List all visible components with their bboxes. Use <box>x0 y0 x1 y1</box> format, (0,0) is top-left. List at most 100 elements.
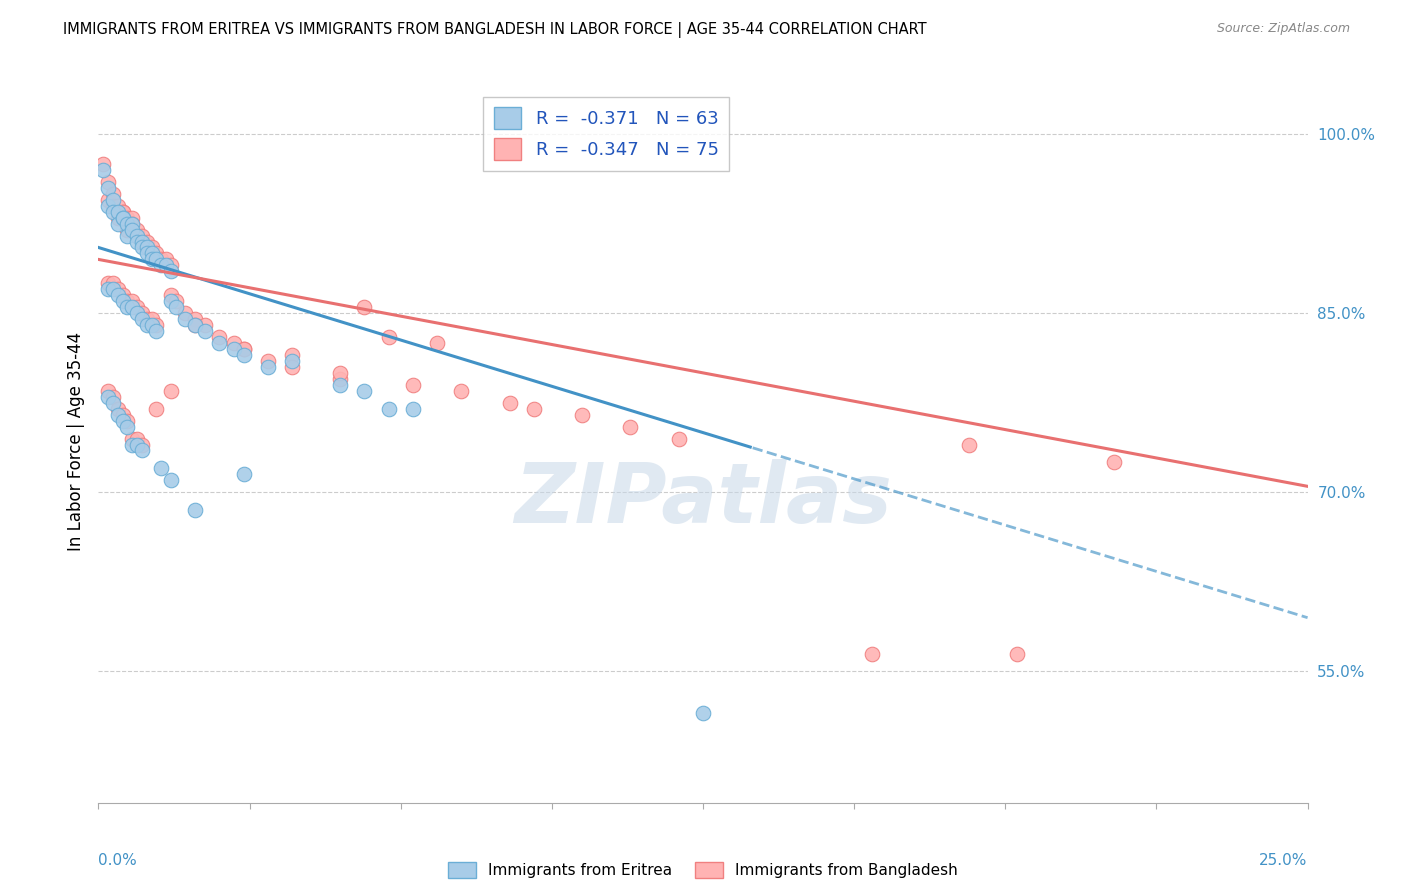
Text: 25.0%: 25.0% <box>1260 854 1308 869</box>
Point <box>329 372 352 386</box>
Point <box>141 318 163 332</box>
Point <box>353 300 375 314</box>
Point <box>107 288 129 302</box>
Point <box>97 282 120 296</box>
Point <box>498 395 520 409</box>
Point <box>131 437 153 451</box>
Point <box>101 395 124 409</box>
Point <box>1007 647 1029 661</box>
Point <box>208 336 231 351</box>
Point <box>111 414 134 428</box>
Point <box>111 211 134 225</box>
Point <box>523 401 546 416</box>
Point <box>107 408 129 422</box>
Point <box>145 324 167 338</box>
Point <box>131 240 153 254</box>
Point <box>97 390 120 404</box>
Point <box>135 240 157 254</box>
Point <box>135 312 157 326</box>
Point <box>184 312 207 326</box>
Point <box>117 419 139 434</box>
Point <box>101 282 124 296</box>
Point <box>97 180 120 194</box>
Point <box>101 193 124 207</box>
Point <box>256 354 278 368</box>
Point <box>165 294 187 309</box>
Point <box>160 474 183 488</box>
Point <box>184 318 207 332</box>
Point <box>281 354 304 368</box>
Point <box>117 222 139 236</box>
Point <box>121 217 143 231</box>
Point <box>150 461 173 475</box>
Point <box>145 401 167 416</box>
Point <box>97 384 120 398</box>
Point <box>160 264 183 278</box>
Point <box>160 384 183 398</box>
Point <box>135 318 157 332</box>
Point <box>281 348 304 362</box>
Point <box>121 432 143 446</box>
Point <box>174 306 197 320</box>
Point <box>121 217 143 231</box>
Point <box>232 467 254 482</box>
Point <box>97 175 120 189</box>
Point <box>131 235 153 249</box>
Point <box>101 390 124 404</box>
Legend: R =  -0.371   N = 63, R =  -0.347   N = 75: R = -0.371 N = 63, R = -0.347 N = 75 <box>484 96 730 171</box>
Point <box>145 318 167 332</box>
Point <box>141 246 163 260</box>
Point <box>111 204 134 219</box>
Point <box>194 318 217 332</box>
Point <box>860 647 883 661</box>
Point <box>127 228 149 243</box>
Point <box>208 330 231 344</box>
Point <box>329 366 352 380</box>
Point <box>1102 455 1125 469</box>
Point <box>184 503 207 517</box>
Point <box>121 222 143 236</box>
Point <box>174 312 197 326</box>
Point <box>141 240 163 254</box>
Point <box>117 300 139 314</box>
Point <box>692 706 714 721</box>
Point <box>377 330 399 344</box>
Point <box>377 401 399 416</box>
Point <box>165 300 187 314</box>
Point <box>155 259 177 273</box>
Point <box>131 443 153 458</box>
Point <box>145 246 167 260</box>
Point <box>107 217 129 231</box>
Point <box>232 348 254 362</box>
Point <box>194 324 217 338</box>
Point <box>101 204 124 219</box>
Point <box>135 240 157 254</box>
Point <box>127 235 149 249</box>
Point <box>97 193 120 207</box>
Point <box>135 235 157 249</box>
Point <box>117 294 139 309</box>
Text: ZIPatlas: ZIPatlas <box>515 458 891 540</box>
Point <box>668 432 690 446</box>
Text: IMMIGRANTS FROM ERITREA VS IMMIGRANTS FROM BANGLADESH IN LABOR FORCE | AGE 35-44: IMMIGRANTS FROM ERITREA VS IMMIGRANTS FR… <box>63 22 927 38</box>
Text: Source: ZipAtlas.com: Source: ZipAtlas.com <box>1216 22 1350 36</box>
Point <box>127 306 149 320</box>
Point <box>160 259 183 273</box>
Point <box>957 437 980 451</box>
Point <box>222 336 245 351</box>
Point <box>107 401 129 416</box>
Point <box>131 312 153 326</box>
Point <box>141 246 163 260</box>
Point <box>426 336 449 351</box>
Point <box>155 252 177 267</box>
Point <box>121 437 143 451</box>
Point <box>329 377 352 392</box>
Point <box>127 222 149 236</box>
Point <box>101 277 124 291</box>
Point <box>111 288 134 302</box>
Text: 0.0%: 0.0% <box>98 854 138 869</box>
Point <box>121 294 143 309</box>
Point <box>101 186 124 201</box>
Legend: Immigrants from Eritrea, Immigrants from Bangladesh: Immigrants from Eritrea, Immigrants from… <box>443 856 963 884</box>
Point <box>160 288 183 302</box>
